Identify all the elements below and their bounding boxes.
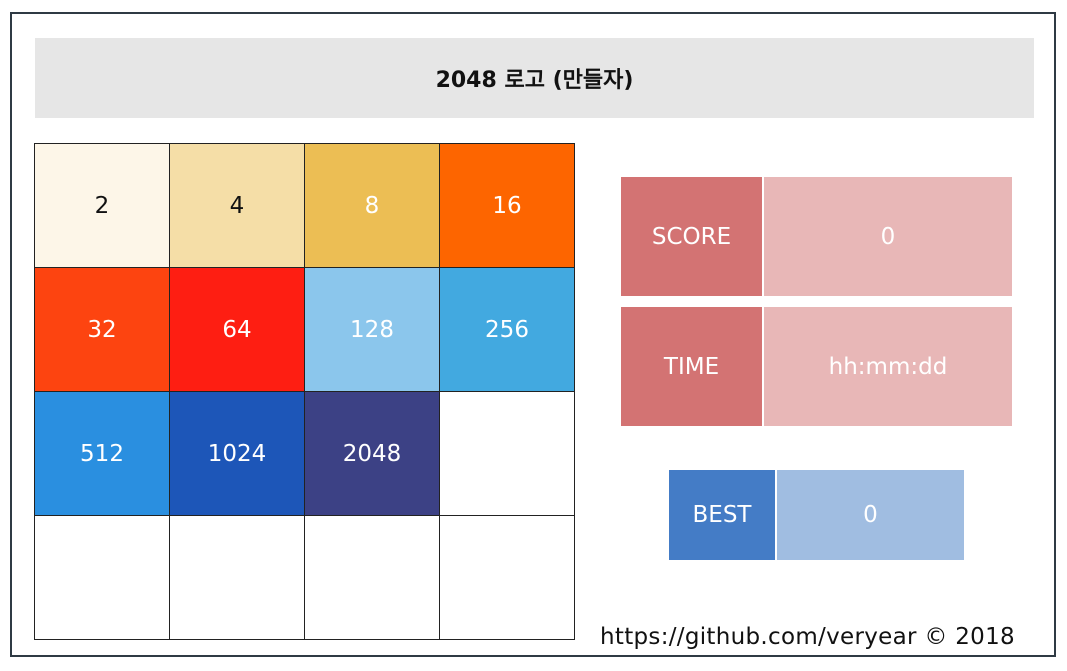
- tile: 1024: [170, 392, 305, 516]
- tile: 256: [440, 268, 575, 392]
- score-panel: SCORE 0: [621, 177, 1012, 296]
- best-value: 0: [777, 470, 964, 560]
- game-board[interactable]: 2 4 8 16 32 64 128 256 512 1024 2048: [34, 143, 575, 640]
- empty-tile: [305, 516, 440, 640]
- empty-tile: [440, 516, 575, 640]
- tile: 64: [170, 268, 305, 392]
- tile: 512: [35, 392, 170, 516]
- time-value: hh:mm:dd: [764, 307, 1012, 426]
- time-panel: TIME hh:mm:dd: [621, 307, 1012, 426]
- best-label: BEST: [669, 470, 775, 560]
- page-title: 2048 로고 (만들자): [35, 38, 1034, 118]
- time-label: TIME: [621, 307, 762, 426]
- empty-tile: [170, 516, 305, 640]
- empty-tile: [440, 392, 575, 516]
- empty-tile: [35, 516, 170, 640]
- tile: 8: [305, 144, 440, 268]
- best-panel: BEST 0: [669, 470, 964, 560]
- tile: 2048: [305, 392, 440, 516]
- tile: 32: [35, 268, 170, 392]
- tile: 2: [35, 144, 170, 268]
- footer-credit: https://github.com/veryear © 2018: [600, 624, 1015, 650]
- score-label: SCORE: [621, 177, 762, 296]
- tile: 16: [440, 144, 575, 268]
- tile: 4: [170, 144, 305, 268]
- tile: 128: [305, 268, 440, 392]
- score-value: 0: [764, 177, 1012, 296]
